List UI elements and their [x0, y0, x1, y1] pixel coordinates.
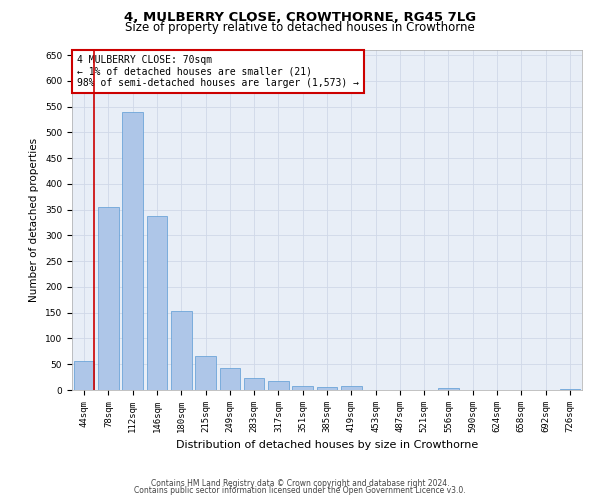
Bar [220, 368, 240, 390]
Text: 4, MULBERRY CLOSE, CROWTHORNE, RG45 7LG: 4, MULBERRY CLOSE, CROWTHORNE, RG45 7LG [124, 11, 476, 24]
Y-axis label: Number of detached properties: Number of detached properties [29, 138, 40, 302]
Bar [146, 216, 167, 390]
Bar [244, 378, 265, 390]
Bar [122, 112, 143, 390]
Bar [292, 386, 313, 390]
Bar [74, 360, 94, 390]
Text: Contains HM Land Registry data © Crown copyright and database right 2024.: Contains HM Land Registry data © Crown c… [151, 478, 449, 488]
Bar [98, 207, 119, 390]
Bar [438, 388, 459, 390]
Bar [171, 310, 191, 390]
X-axis label: Distribution of detached houses by size in Crowthorne: Distribution of detached houses by size … [176, 440, 478, 450]
Bar [195, 356, 216, 390]
Text: Contains public sector information licensed under the Open Government Licence v3: Contains public sector information licen… [134, 486, 466, 495]
Bar [317, 388, 337, 390]
Bar [268, 380, 289, 390]
Bar [341, 386, 362, 390]
Bar [560, 389, 580, 390]
Text: 4 MULBERRY CLOSE: 70sqm
← 1% of detached houses are smaller (21)
98% of semi-det: 4 MULBERRY CLOSE: 70sqm ← 1% of detached… [77, 55, 359, 88]
Text: Size of property relative to detached houses in Crowthorne: Size of property relative to detached ho… [125, 22, 475, 35]
